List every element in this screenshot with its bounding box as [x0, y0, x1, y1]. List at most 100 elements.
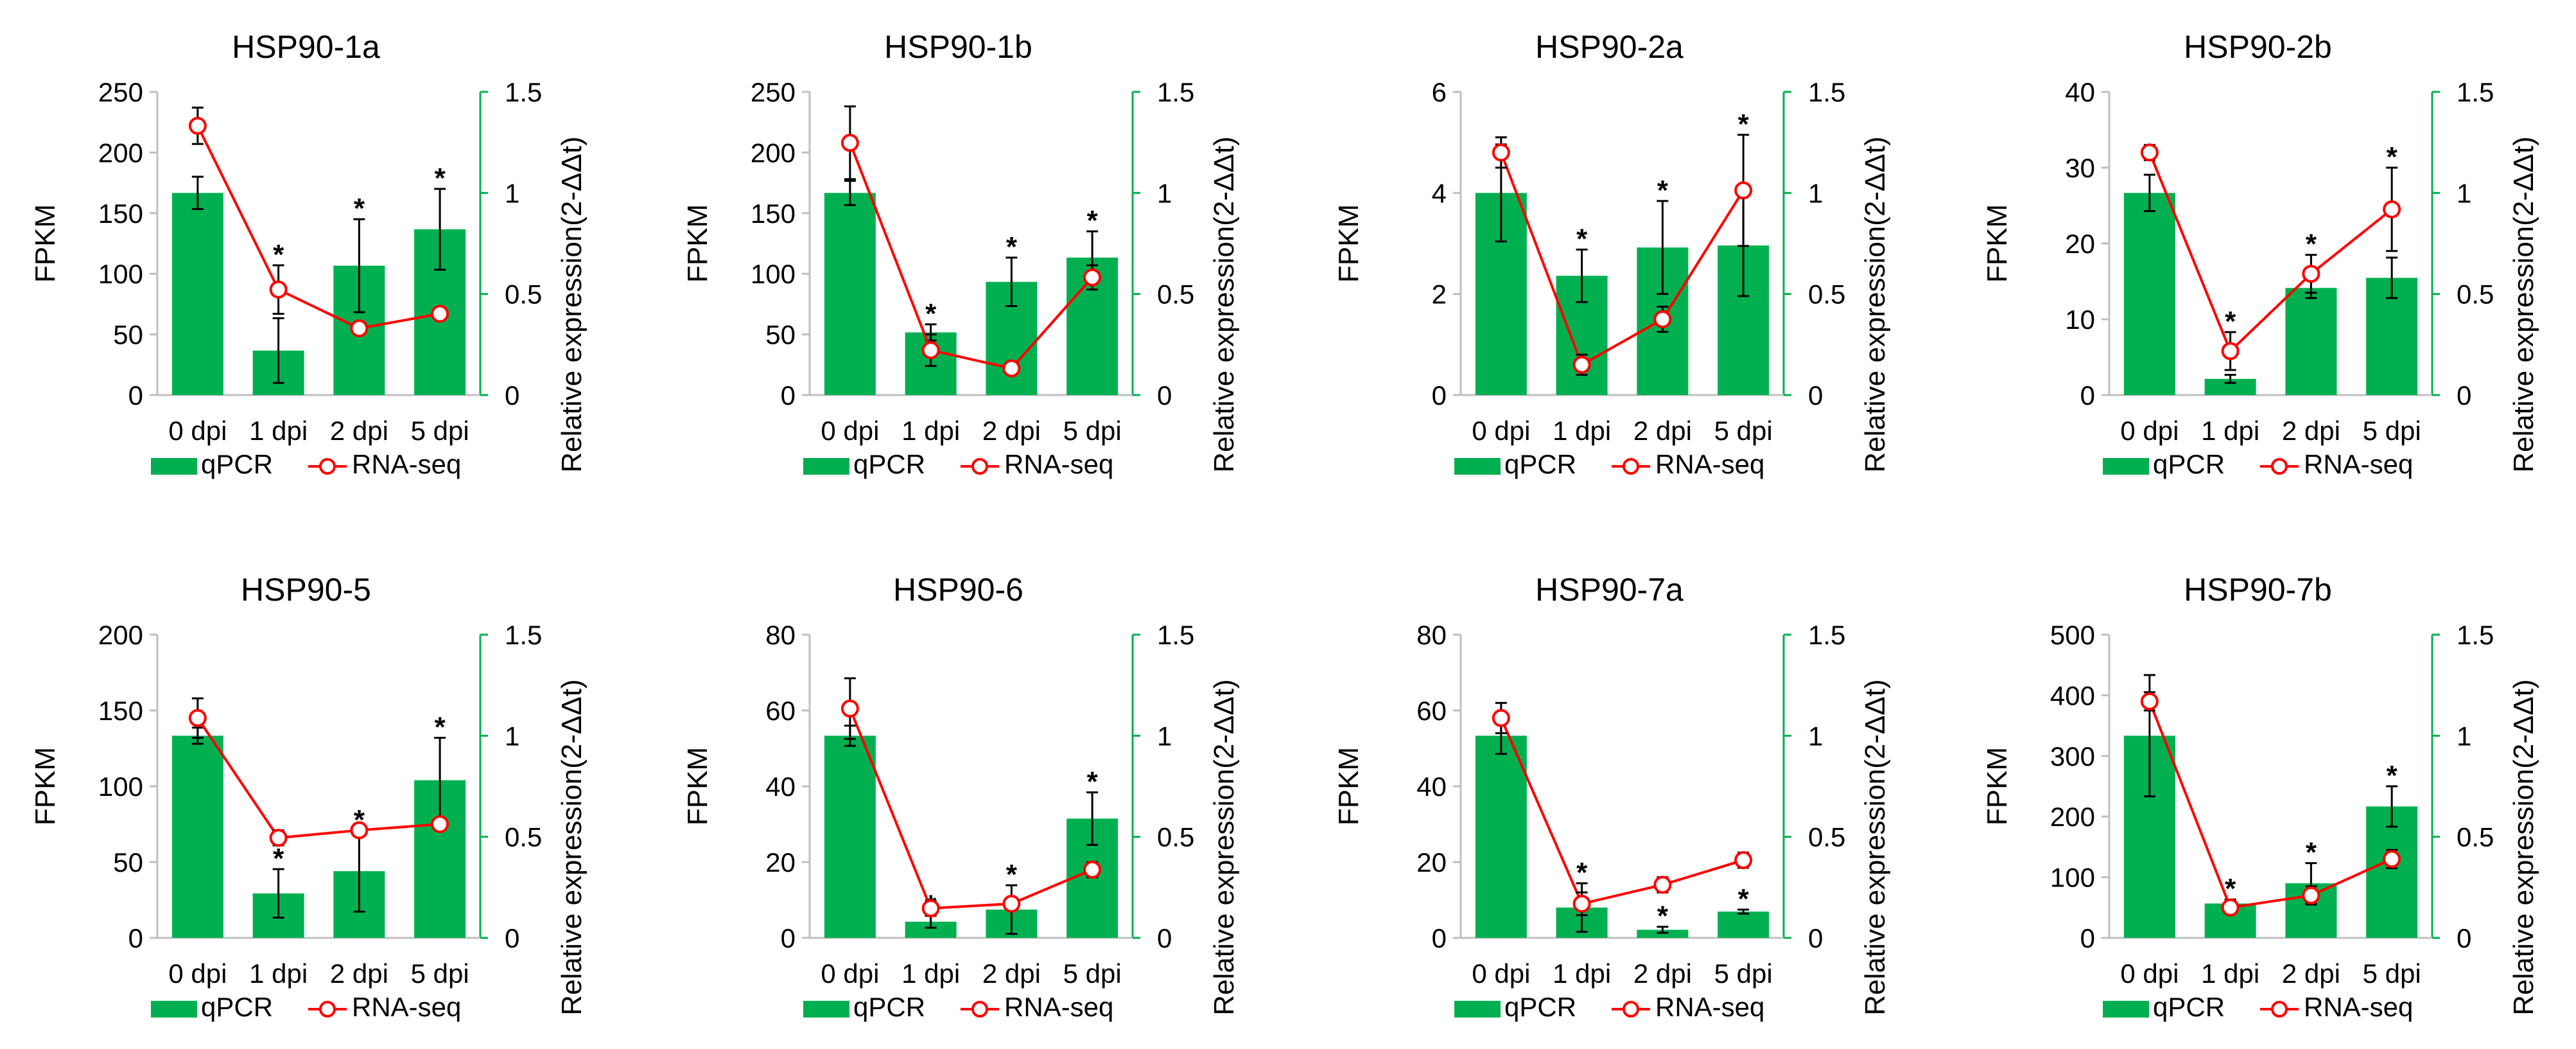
left-tick-label: 150 — [98, 198, 143, 229]
left-tick-label: 10 — [2065, 304, 2095, 335]
legend-marker-rnaseq — [971, 458, 988, 475]
legend-swatch-qpcr — [803, 458, 849, 475]
chart-title: HSP90-7b — [2184, 572, 2332, 608]
chart-panel-2: HSP90-1b 0 50 100 150 200 250 FPKM 0 0.5 1 1.5 Relat… — [682, 29, 1240, 479]
legend-swatch-qpcr — [151, 1001, 197, 1018]
x-tick-label: 1 dpi — [1553, 958, 1611, 989]
line-point-rnaseq — [1734, 181, 1753, 200]
legend-label-qpcr: qPCR — [201, 992, 273, 1022]
bar-qpcr — [171, 193, 223, 395]
line-point-rnaseq — [2383, 200, 2401, 218]
legend-label-rnaseq: RNA-seq — [1004, 992, 1113, 1022]
line-point-rnaseq — [1572, 894, 1591, 913]
right-tick-label: 0.5 — [1157, 822, 1194, 852]
x-tick-label: 5 dpi — [1714, 958, 1773, 989]
left-tick-label: 50 — [113, 320, 143, 350]
legend-marker-rnaseq — [319, 458, 336, 475]
right-tick-label: 1.5 — [2457, 620, 2494, 650]
line-point-rnaseq — [1492, 143, 1510, 162]
left-tick-label: 6 — [1432, 77, 1447, 107]
right-axis-label: Relative expression(2-ΔΔt) — [556, 679, 587, 1015]
x-tick-label: 0 dpi — [2120, 958, 2179, 989]
legend-swatch-qpcr — [1454, 458, 1501, 475]
left-tick-label: 30 — [2065, 153, 2095, 183]
right-tick-label: 0 — [2457, 380, 2471, 410]
right-tick-label: 1.5 — [505, 620, 542, 650]
left-axis-label: FPKM — [30, 204, 61, 283]
line-point-rnaseq — [2140, 143, 2159, 162]
left-tick-label: 80 — [765, 620, 796, 650]
legend-marker-rnaseq — [971, 1001, 988, 1018]
chart-title: HSP90-6 — [893, 572, 1023, 608]
x-tick-label: 5 dpi — [1063, 416, 1122, 446]
line-point-rnaseq — [921, 899, 940, 917]
left-tick-label: 40 — [1416, 771, 1447, 802]
legend-label-qpcr: qPCR — [853, 449, 925, 479]
line-rnaseq — [196, 125, 440, 330]
line-rnaseq — [1500, 152, 1745, 367]
significance-marker: * — [1087, 205, 1099, 236]
right-tick-label: 0 — [1157, 380, 1172, 410]
bar-qpcr — [824, 193, 876, 395]
left-tick-label: 100 — [98, 259, 143, 289]
legend-label-qpcr: qPCR — [1504, 449, 1576, 479]
bar-qpcr — [1637, 930, 1689, 938]
x-tick-label: 5 dpi — [2363, 958, 2421, 989]
line-rnaseq — [2148, 152, 2393, 354]
right-tick-label: 1 — [2457, 178, 2471, 208]
legend-swatch-qpcr — [1454, 1001, 1501, 1018]
line-point-rnaseq — [1653, 876, 1672, 894]
legend-label-qpcr: qPCR — [1504, 992, 1576, 1022]
right-tick-label: 1 — [505, 721, 519, 751]
left-tick-label: 0 — [781, 923, 796, 953]
line-point-rnaseq — [1653, 310, 1672, 328]
line-point-rnaseq — [2221, 342, 2240, 360]
x-tick-label: 1 dpi — [2201, 958, 2259, 989]
right-axis-label: Relative expression(2-ΔΔt) — [2508, 136, 2539, 472]
chart-title: HSP90-7a — [1535, 572, 1684, 608]
significance-marker: * — [925, 298, 937, 330]
legend-swatch-qpcr — [803, 1001, 849, 1018]
right-tick-label: 0 — [1808, 380, 1823, 410]
right-tick-label: 1.5 — [2457, 77, 2494, 107]
line-point-rnaseq — [2302, 265, 2320, 283]
x-tick-label: 1 dpi — [249, 958, 308, 989]
significance-marker: * — [435, 711, 446, 743]
left-tick-label: 200 — [98, 620, 143, 650]
bar-qpcr — [1475, 736, 1527, 938]
line-point-rnaseq — [431, 304, 449, 323]
line-point-rnaseq — [269, 829, 288, 847]
significance-marker: * — [1087, 766, 1099, 797]
left-tick-label: 500 — [2050, 620, 2095, 650]
legend-label-rnaseq: RNA-seq — [352, 449, 461, 479]
left-tick-label: 200 — [751, 137, 796, 168]
chart-panel-3: HSP90-2a 0 2 4 6 FPKM 0 0.5 1 1.5 Relative express… — [1333, 29, 1891, 479]
right-axis-label: Relative expression(2-ΔΔt) — [1208, 679, 1240, 1015]
significance-marker: * — [2225, 873, 2236, 904]
chart-title: HSP90-2b — [2184, 29, 2332, 65]
left-tick-label: 20 — [2065, 229, 2095, 259]
legend-swatch-qpcr — [2103, 458, 2149, 475]
right-tick-label: 0 — [505, 380, 519, 410]
line-point-rnaseq — [2140, 692, 2159, 710]
right-axis-label: Relative expression(2-ΔΔt) — [556, 136, 587, 472]
significance-marker: * — [273, 239, 284, 270]
legend-label-qpcr: qPCR — [2153, 449, 2225, 479]
line-rnaseq — [196, 717, 440, 840]
bar-qpcr — [2366, 806, 2418, 938]
legend-swatch-qpcr — [151, 458, 197, 475]
left-axis-label: FPKM — [682, 204, 713, 283]
legend-label-rnaseq: RNA-seq — [1004, 449, 1113, 479]
x-tick-label: 0 dpi — [168, 958, 227, 989]
legend-label-rnaseq: RNA-seq — [2304, 992, 2413, 1022]
line-point-rnaseq — [1083, 860, 1102, 879]
right-tick-label: 1.5 — [1808, 620, 1845, 650]
right-tick-label: 0.5 — [1808, 822, 1845, 852]
bar-qpcr — [171, 736, 223, 938]
line-point-rnaseq — [1002, 894, 1021, 913]
significance-marker: * — [354, 193, 365, 224]
x-tick-label: 2 dpi — [2282, 416, 2340, 446]
significance-marker: * — [2306, 229, 2317, 260]
line-point-rnaseq — [1492, 709, 1510, 727]
left-tick-label: 200 — [98, 137, 143, 168]
